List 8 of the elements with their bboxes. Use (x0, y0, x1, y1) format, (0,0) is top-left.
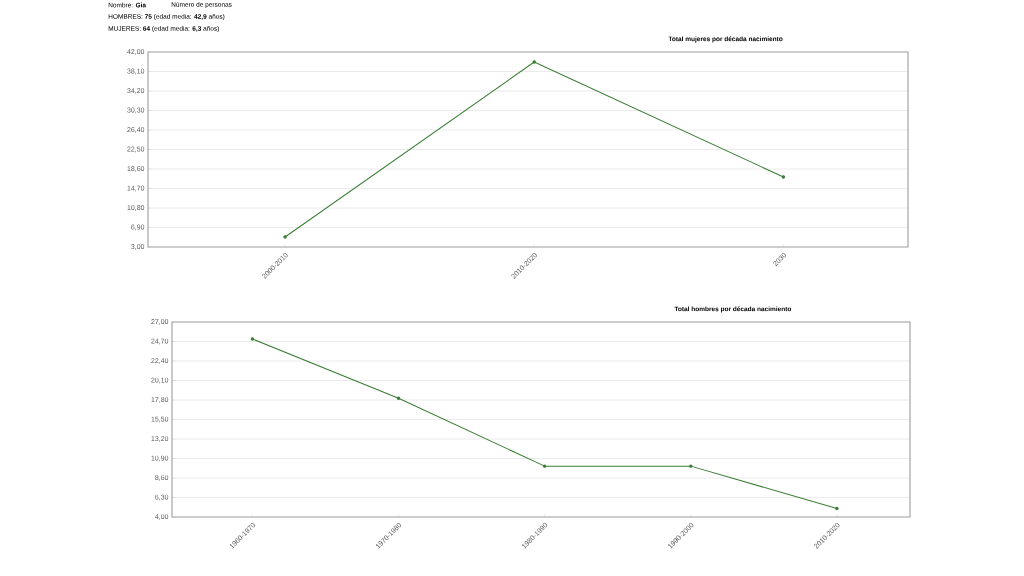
point (532, 60, 536, 64)
point (250, 337, 255, 341)
point (542, 464, 547, 468)
point (781, 175, 786, 179)
point (283, 235, 287, 239)
point (396, 396, 401, 401)
point (689, 464, 693, 468)
point (835, 506, 839, 511)
